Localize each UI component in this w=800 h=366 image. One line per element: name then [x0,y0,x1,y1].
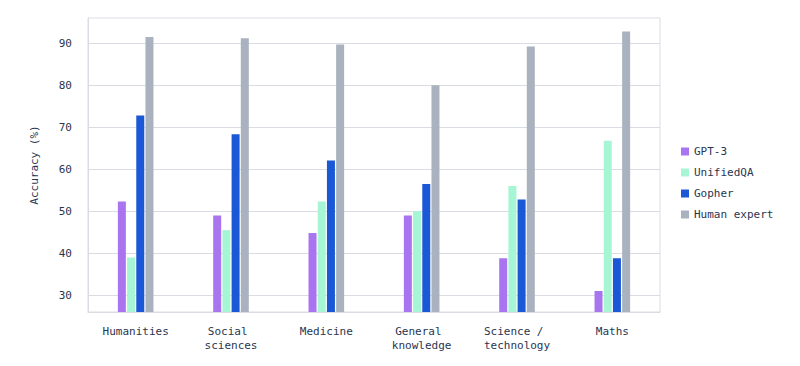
svg-text:Accuracy (%): Accuracy (%) [28,125,41,204]
svg-text:UnifiedQA: UnifiedQA [694,166,754,179]
svg-text:technology: technology [484,339,551,352]
svg-text:80: 80 [59,79,72,92]
svg-text:90: 90 [59,37,72,50]
svg-text:Science /: Science / [484,325,550,338]
svg-text:30: 30 [59,289,72,302]
svg-text:70: 70 [59,121,72,134]
svg-text:Social: Social [208,325,254,338]
svg-text:Humanities: Humanities [103,325,169,338]
svg-text:GPT-3: GPT-3 [694,145,727,158]
svg-text:General: General [395,325,448,338]
svg-text:Maths: Maths [596,325,629,338]
svg-text:Gopher: Gopher [694,187,734,200]
svg-text:Human expert: Human expert [694,208,773,221]
svg-text:50: 50 [59,205,72,218]
svg-text:40: 40 [59,247,72,260]
svg-text:sciences: sciences [205,339,258,352]
svg-text:60: 60 [59,163,72,176]
svg-text:knowledge: knowledge [392,339,452,352]
svg-text:Medicine: Medicine [300,325,353,338]
